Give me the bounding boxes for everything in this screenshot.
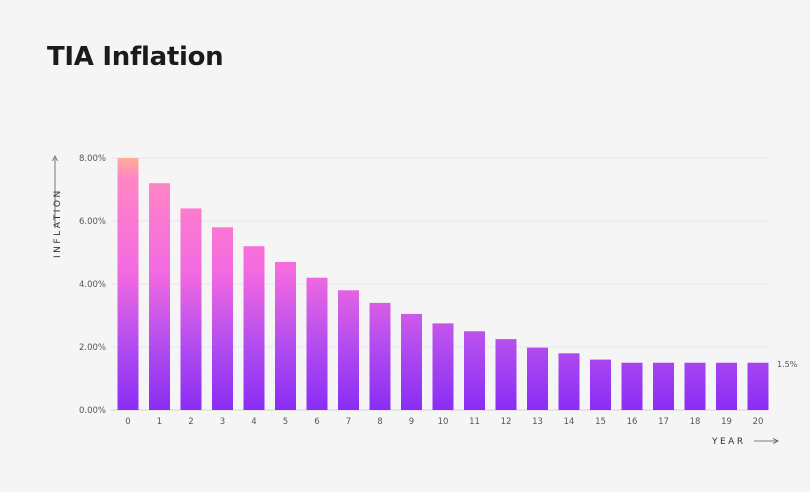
x-axis-title: YEAR xyxy=(711,437,779,447)
x-tick-label: 1 xyxy=(157,417,162,427)
bar-year-13 xyxy=(527,347,548,410)
bar-year-16 xyxy=(621,362,643,410)
x-tick-label: 14 xyxy=(564,417,575,427)
bar-year-20 xyxy=(747,362,769,410)
bar-year-4 xyxy=(243,246,265,410)
y-tick-label: 0.00% xyxy=(79,406,106,416)
bar-year-10 xyxy=(432,323,454,410)
y-axis-title: INFLATION xyxy=(52,155,63,258)
x-tick-label: 13 xyxy=(532,417,543,427)
x-tick-label: 9 xyxy=(409,417,414,427)
bar-year-9 xyxy=(401,313,422,410)
x-tick-label: 4 xyxy=(251,417,256,427)
x-tick-label: 15 xyxy=(595,417,606,427)
bar-year-2 xyxy=(180,208,202,410)
y-tick-label: 2.00% xyxy=(79,343,106,353)
x-tick-label: 20 xyxy=(753,417,764,427)
x-tick-label: 8 xyxy=(377,417,382,427)
x-axis-ticks: 0 1 2 3 4 5 6 7 8 9 10 11 12 13 14 15 16 17 18 19 20 xyxy=(125,417,763,427)
x-tick-label: 19 xyxy=(721,417,732,427)
end-value-label: 1.5% xyxy=(777,360,798,369)
x-tick-label: 12 xyxy=(501,417,512,427)
bar-year-12 xyxy=(495,339,517,410)
bar-year-6 xyxy=(306,277,328,410)
bar-year-5 xyxy=(275,261,296,410)
bar-year-7 xyxy=(338,290,359,410)
bar-year-14 xyxy=(558,353,580,410)
x-tick-label: 16 xyxy=(627,417,638,427)
y-arrowhead-icon xyxy=(52,155,58,162)
x-tick-label: 2 xyxy=(188,417,193,427)
y-tick-label: 8.00% xyxy=(79,154,106,164)
bar-year-8 xyxy=(369,302,391,410)
x-tick-label: 0 xyxy=(125,417,130,427)
x-tick-label: 18 xyxy=(690,417,701,427)
bar-year-15 xyxy=(590,359,611,410)
bar-year-0 xyxy=(117,158,139,410)
bar-year-18 xyxy=(684,362,706,410)
x-tick-label: 5 xyxy=(283,417,288,427)
x-tick-label: 10 xyxy=(438,417,449,427)
y-tick-label: 4.00% xyxy=(79,280,106,290)
x-axis-label: YEAR xyxy=(711,437,746,447)
bar-year-3 xyxy=(212,227,233,410)
x-tick-label: 17 xyxy=(658,417,669,427)
bar-year-17 xyxy=(653,362,674,410)
x-tick-label: 11 xyxy=(469,417,480,427)
bar-year-19 xyxy=(716,362,737,410)
bars xyxy=(117,158,769,410)
x-tick-label: 3 xyxy=(220,417,225,427)
chart-title: TIA Inflation xyxy=(47,42,224,72)
bar-year-1 xyxy=(149,183,170,410)
y-tick-label: 6.00% xyxy=(79,217,106,227)
y-axis-label: INFLATION xyxy=(53,188,63,258)
x-tick-label: 6 xyxy=(314,417,319,427)
x-arrowhead-icon xyxy=(772,438,779,444)
y-axis-ticks: 0.00% 2.00% 4.00% 6.00% 8.00% xyxy=(79,154,106,416)
bar-year-11 xyxy=(464,331,485,410)
x-tick-label: 7 xyxy=(346,417,351,427)
